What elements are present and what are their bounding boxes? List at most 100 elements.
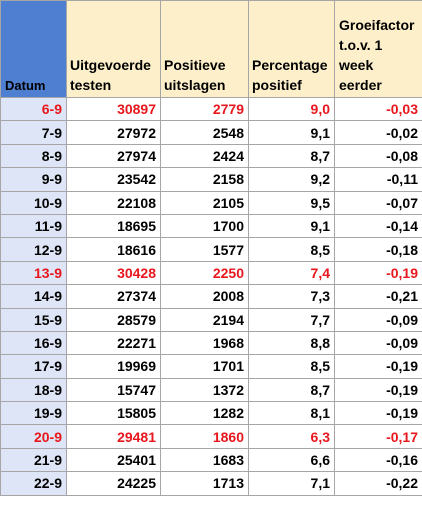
growth-cell[interactable]: -0,19 xyxy=(334,377,422,403)
percentage-cell[interactable]: 9,0 xyxy=(248,96,335,122)
percentage-cell[interactable]: 8,1 xyxy=(248,401,335,426)
tests-cell[interactable]: 15747 xyxy=(66,377,161,403)
date-cell[interactable]: 16-9 xyxy=(0,330,67,356)
table-row: 12-9 18616 1577 8,5 -0,18 xyxy=(0,237,422,262)
positive-cell[interactable]: 2158 xyxy=(160,167,249,192)
tests-cell[interactable]: 15805 xyxy=(66,401,161,426)
growth-cell[interactable]: -0,19 xyxy=(334,260,422,286)
date-cell[interactable]: 12-9 xyxy=(0,237,67,262)
tests-cell[interactable]: 22271 xyxy=(66,330,161,356)
date-cell[interactable]: 22-9 xyxy=(0,471,67,496)
date-cell[interactable]: 9-9 xyxy=(0,167,67,192)
positive-cell[interactable]: 1700 xyxy=(160,213,249,239)
tests-cell[interactable]: 18616 xyxy=(66,237,161,262)
header-growth[interactable]: Groeifactor t.o.v. 1 week eerder xyxy=(334,0,422,98)
header-tests[interactable]: Uitgevoerde testen xyxy=(66,0,161,98)
growth-cell[interactable]: -0,09 xyxy=(334,307,422,332)
tests-cell[interactable]: 28579 xyxy=(66,307,161,332)
positive-cell[interactable]: 2250 xyxy=(160,260,249,286)
header-datum[interactable]: Datum xyxy=(0,0,67,98)
growth-cell[interactable]: -0,02 xyxy=(334,120,422,145)
date-cell[interactable]: 17-9 xyxy=(0,354,67,379)
date-cell[interactable]: 11-9 xyxy=(0,213,67,239)
growth-cell[interactable]: -0,16 xyxy=(334,447,422,473)
positive-cell[interactable]: 1860 xyxy=(160,424,249,449)
table-header: Datum Uitgevoerde testen Positieve uitsl… xyxy=(0,0,422,98)
positive-cell[interactable]: 1372 xyxy=(160,377,249,403)
date-cell[interactable]: 7-9 xyxy=(0,120,67,145)
positive-cell[interactable]: 1577 xyxy=(160,237,249,262)
growth-cell[interactable]: -0,22 xyxy=(334,471,422,496)
percentage-cell[interactable]: 6,6 xyxy=(248,447,335,473)
date-cell[interactable]: 18-9 xyxy=(0,377,67,403)
percentage-cell[interactable]: 9,1 xyxy=(248,120,335,145)
growth-cell[interactable]: -0,19 xyxy=(334,401,422,426)
percentage-cell[interactable]: 9,5 xyxy=(248,190,335,215)
positive-cell[interactable]: 1713 xyxy=(160,471,249,496)
positive-cell[interactable]: 1701 xyxy=(160,354,249,379)
tests-cell[interactable]: 22108 xyxy=(66,190,161,215)
date-cell[interactable]: 14-9 xyxy=(0,284,67,309)
positive-cell[interactable]: 2548 xyxy=(160,120,249,145)
percentage-cell[interactable]: 8,7 xyxy=(248,143,335,169)
percentage-cell[interactable]: 8,5 xyxy=(248,237,335,262)
header-row: Datum Uitgevoerde testen Positieve uitsl… xyxy=(0,0,422,98)
date-cell[interactable]: 13-9 xyxy=(0,260,67,286)
tests-cell[interactable]: 18695 xyxy=(66,213,161,239)
tests-cell[interactable]: 27972 xyxy=(66,120,161,145)
positive-cell[interactable]: 1968 xyxy=(160,330,249,356)
positive-cell[interactable]: 2194 xyxy=(160,307,249,332)
tests-cell[interactable]: 25401 xyxy=(66,447,161,473)
date-cell[interactable]: 20-9 xyxy=(0,424,67,449)
tests-cell[interactable]: 30428 xyxy=(66,260,161,286)
table-row: 11-9 18695 1700 9,1 -0,14 xyxy=(0,213,422,239)
tests-cell[interactable]: 19969 xyxy=(66,354,161,379)
date-cell[interactable]: 19-9 xyxy=(0,401,67,426)
growth-cell[interactable]: -0,19 xyxy=(334,354,422,379)
growth-cell[interactable]: -0,14 xyxy=(334,213,422,239)
positive-cell[interactable]: 2779 xyxy=(160,96,249,122)
table-row: 13-9 30428 2250 7,4 -0,19 xyxy=(0,260,422,286)
percentage-cell[interactable]: 9,1 xyxy=(248,213,335,239)
date-cell[interactable]: 10-9 xyxy=(0,190,67,215)
tests-cell[interactable]: 27374 xyxy=(66,284,161,309)
growth-cell[interactable]: -0,08 xyxy=(334,143,422,169)
percentage-cell[interactable]: 8,5 xyxy=(248,354,335,379)
table-row: 10-9 22108 2105 9,5 -0,07 xyxy=(0,190,422,215)
percentage-cell[interactable]: 7,7 xyxy=(248,307,335,332)
header-positive[interactable]: Positieve uitslagen xyxy=(160,0,249,98)
growth-cell[interactable]: -0,07 xyxy=(334,190,422,215)
growth-cell[interactable]: -0,09 xyxy=(334,330,422,356)
percentage-cell[interactable]: 9,2 xyxy=(248,167,335,192)
tests-cell[interactable]: 29481 xyxy=(66,424,161,449)
date-cell[interactable]: 8-9 xyxy=(0,143,67,169)
positive-cell[interactable]: 2105 xyxy=(160,190,249,215)
percentage-cell[interactable]: 6,3 xyxy=(248,424,335,449)
tests-cell[interactable]: 27974 xyxy=(66,143,161,169)
percentage-cell[interactable]: 7,4 xyxy=(248,260,335,286)
growth-cell[interactable]: -0,03 xyxy=(334,96,422,122)
table-row: 6-9 30897 2779 9,0 -0,03 xyxy=(0,96,422,122)
growth-cell[interactable]: -0,18 xyxy=(334,237,422,262)
percentage-cell[interactable]: 7,1 xyxy=(248,471,335,496)
growth-cell[interactable]: -0,11 xyxy=(334,167,422,192)
positive-cell[interactable]: 2424 xyxy=(160,143,249,169)
tests-cell[interactable]: 23542 xyxy=(66,167,161,192)
table-row: 15-9 28579 2194 7,7 -0,09 xyxy=(0,307,422,332)
tests-cell[interactable]: 30897 xyxy=(66,96,161,122)
tests-cell[interactable]: 24225 xyxy=(66,471,161,496)
date-cell[interactable]: 21-9 xyxy=(0,447,67,473)
percentage-cell[interactable]: 8,8 xyxy=(248,330,335,356)
percentage-cell[interactable]: 8,7 xyxy=(248,377,335,403)
date-cell[interactable]: 15-9 xyxy=(0,307,67,332)
header-percentage[interactable]: Percentage positief xyxy=(248,0,335,98)
data-table: Datum Uitgevoerde testen Positieve uitsl… xyxy=(0,0,422,496)
positive-cell[interactable]: 2008 xyxy=(160,284,249,309)
date-cell[interactable]: 6-9 xyxy=(0,96,67,122)
positive-cell[interactable]: 1683 xyxy=(160,447,249,473)
growth-cell[interactable]: -0,21 xyxy=(334,284,422,309)
growth-cell[interactable]: -0,17 xyxy=(334,424,422,449)
table-row: 14-9 27374 2008 7,3 -0,21 xyxy=(0,284,422,309)
positive-cell[interactable]: 1282 xyxy=(160,401,249,426)
percentage-cell[interactable]: 7,3 xyxy=(248,284,335,309)
